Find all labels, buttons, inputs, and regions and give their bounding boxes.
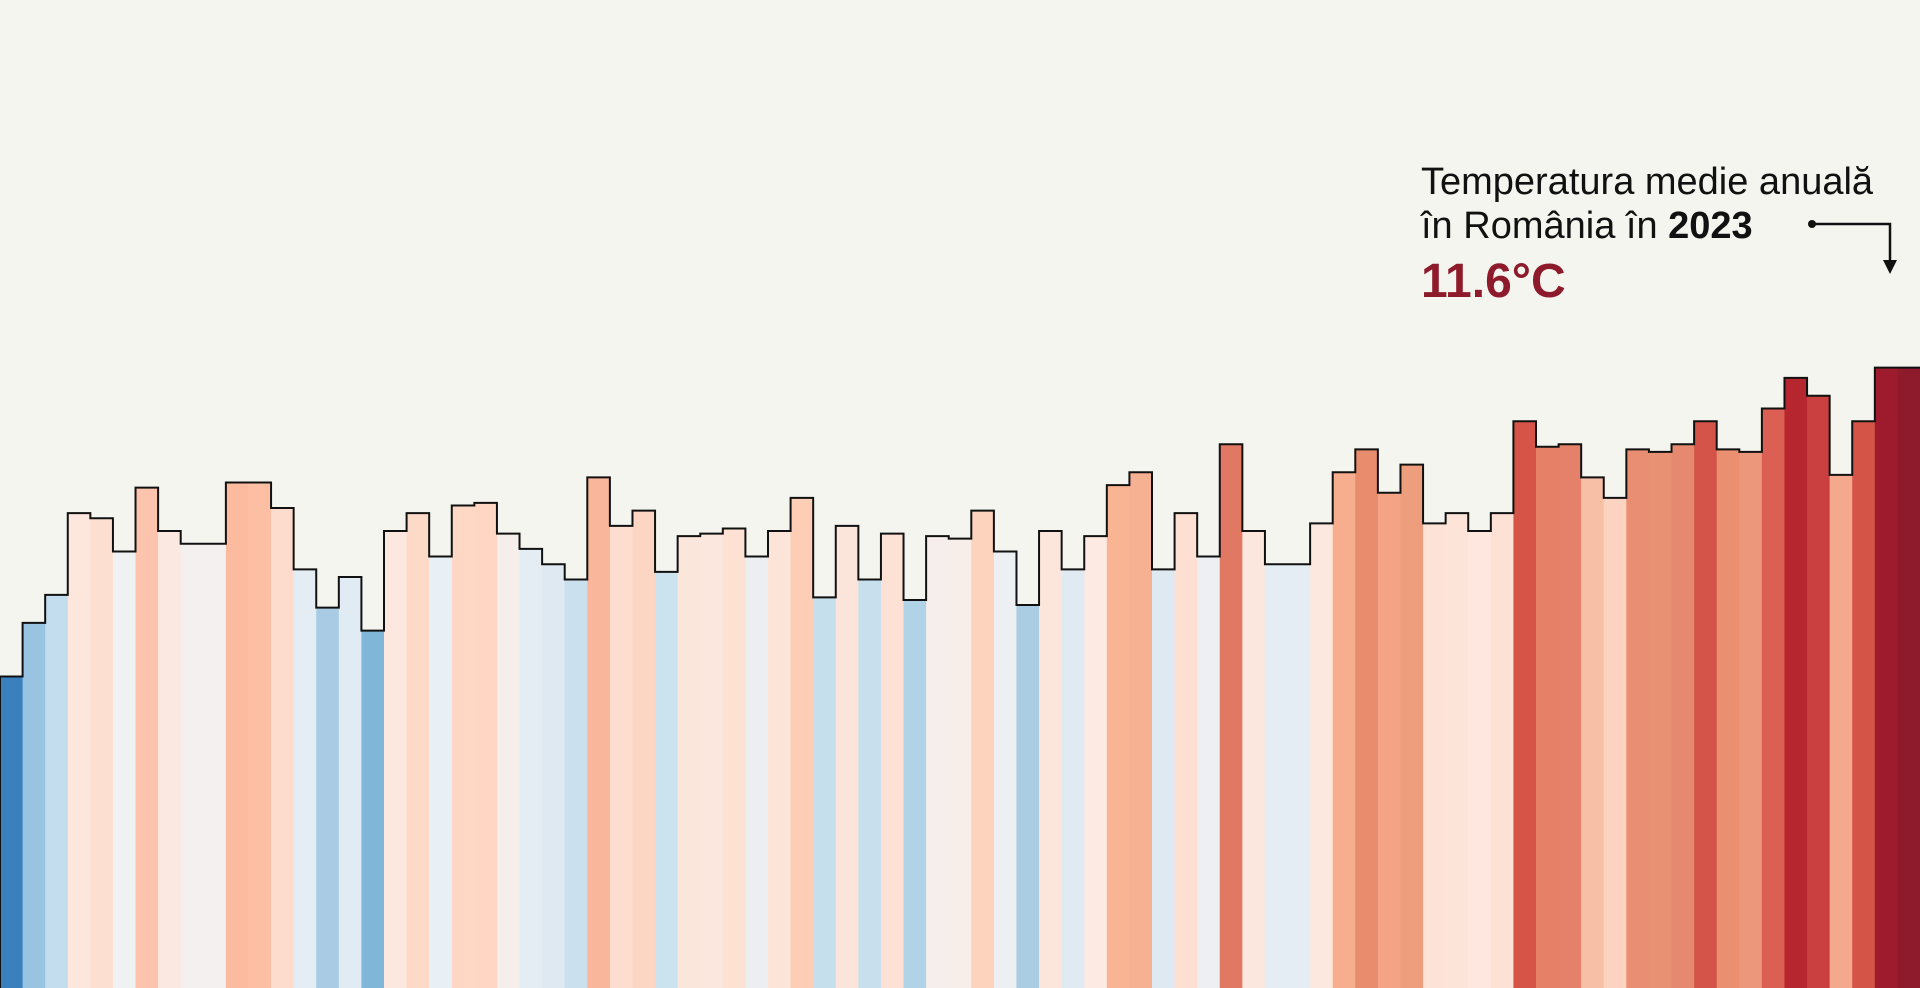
temperature-bar: [0, 676, 24, 988]
temperature-bar: [1287, 564, 1311, 988]
temperature-bar: [1513, 421, 1537, 988]
temperature-bar: [1174, 513, 1198, 988]
temperature-bar: [1626, 449, 1650, 988]
temperature-bar: [768, 531, 792, 988]
arrow-head-icon: [1883, 260, 1897, 274]
temperature-bar: [1264, 564, 1289, 988]
temperature-bar: [1829, 474, 1853, 988]
temperature-bar: [112, 551, 137, 988]
temperature-bar: [1242, 531, 1266, 988]
temperature-bar: [361, 630, 385, 988]
temperature-bar: [1852, 421, 1876, 988]
temperature-bar: [1355, 449, 1379, 988]
temperature-bar: [632, 510, 656, 988]
temperature-bar: [858, 579, 882, 988]
temperature-bar: [1106, 485, 1131, 988]
temperature-bar: [1152, 569, 1176, 988]
temperature-bar: [1468, 531, 1492, 988]
temperature-bar: [1219, 444, 1243, 988]
temperature-bar: [1897, 367, 1920, 988]
annotation-arrow: [1808, 220, 1897, 274]
annotation-line2-prefix: în România în: [1421, 205, 1669, 247]
temperature-bar: [1648, 451, 1673, 988]
temperature-bar: [519, 548, 543, 988]
temperature-bar: [135, 487, 159, 988]
temperature-bar: [880, 533, 905, 988]
temperature-bar: [406, 513, 430, 988]
temperature-bar: [587, 477, 611, 988]
temperature-bar: [338, 576, 363, 988]
temperature-bar: [1310, 523, 1334, 988]
temperature-bar: [1784, 377, 1808, 988]
temperature-bar: [203, 543, 227, 988]
temperature-bar: [1039, 531, 1063, 988]
temperature-bar: [1874, 367, 1899, 988]
temperature-bar: [451, 505, 475, 988]
temperature-bar: [926, 536, 950, 988]
temperature-bar: [1581, 477, 1605, 988]
annotation-line2: în România în 2023: [1421, 204, 1873, 248]
temperature-bar: [835, 525, 859, 988]
temperature-bar: [1558, 444, 1582, 988]
temperature-bar: [67, 513, 91, 988]
temperature-bar: [384, 531, 408, 988]
temperature-bar: [948, 538, 972, 988]
temperature-bar: [1445, 513, 1469, 988]
temperature-bar: [248, 482, 272, 988]
temperature-bar: [225, 482, 250, 988]
temperature-bar: [1016, 605, 1040, 988]
temperature-bar: [1423, 523, 1447, 988]
temperature-bar: [496, 533, 521, 988]
temperature-bar: [655, 571, 679, 988]
annotation-value: 11.6°C: [1421, 255, 1566, 308]
temperature-bar: [1761, 408, 1786, 988]
temperature-bar: [1197, 556, 1221, 988]
temperature-bar: [609, 525, 634, 988]
temperature-bar: [813, 597, 837, 988]
temperature-bar: [1536, 446, 1560, 988]
temperature-bar: [677, 536, 701, 988]
annotation-line1: Temperatura medie anuală: [1421, 161, 1874, 203]
temperature-bar: [474, 502, 498, 988]
temperature-bar: [790, 497, 814, 988]
temperature-bar: [180, 543, 204, 988]
temperature-bar: [158, 531, 182, 988]
temperature-bar: [45, 594, 69, 988]
temperature-bar: [1671, 444, 1695, 988]
temperature-bar: [542, 564, 566, 988]
temperature-bar: [1061, 569, 1085, 988]
temperature-bar: [429, 556, 453, 988]
temperature-bar: [1716, 449, 1740, 988]
temperature-bar: [745, 556, 769, 988]
temperature-bar: [316, 607, 340, 988]
temperature-bar: [1084, 536, 1108, 988]
temperature-bar: [1694, 421, 1718, 988]
temperature-bar: [1603, 497, 1627, 988]
temperature-bar: [1332, 472, 1356, 988]
annotation-title: Temperatura medie anuală: [1421, 160, 1873, 204]
annotation-year: 2023: [1668, 205, 1753, 247]
temperature-bar: [993, 551, 1018, 988]
temperature-bar: [271, 508, 295, 988]
temperature-bar: [1129, 472, 1153, 988]
temperature-bar: [90, 518, 114, 988]
temperature-bar: [971, 510, 995, 988]
temperature-bar: [1739, 451, 1763, 988]
temperature-bar: [1377, 492, 1402, 988]
temperature-bar: [1400, 464, 1424, 988]
temperature-bar: [22, 622, 46, 988]
temperature-bar: [564, 579, 588, 988]
temperature-bar: [903, 599, 927, 988]
arrow-line: [1812, 222, 1892, 262]
annotation: Temperatura medie anuală în România în 2…: [1421, 160, 1873, 310]
temperature-bar: [722, 528, 747, 988]
temperature-bars: [0, 367, 1920, 988]
temperature-bar: [1807, 395, 1831, 988]
temperature-step-line: [0, 366, 1920, 988]
temperature-bar: [1490, 513, 1515, 988]
temperature-bar: [700, 533, 724, 988]
temperature-bar: [293, 569, 317, 988]
